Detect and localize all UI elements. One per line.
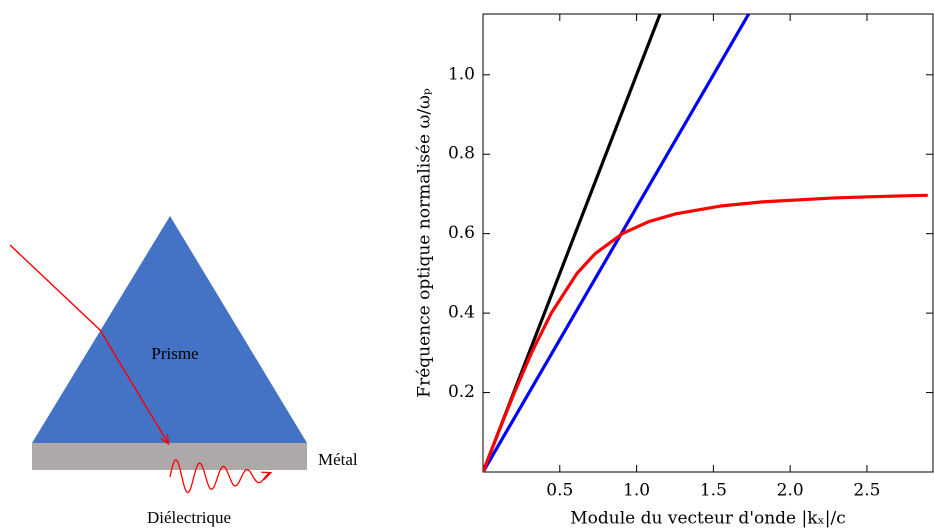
y-axis-label: Fréquence optique normalisée ω/ωₚ [415,88,435,398]
light-ray [9,244,168,443]
x-tick-label: 0.5 [546,481,573,501]
prism [32,216,307,443]
plot-frame [482,13,934,473]
y-tick-label: 0.6 [448,223,475,243]
metal-label: Métal [318,450,358,469]
evanescent-wave [169,459,270,494]
series-line [483,14,751,472]
x-tick-label: 2.5 [853,481,880,501]
x-tick-label: 1.0 [623,481,650,501]
x-axis-label: Module du vecteur d'onde |kₓ|/c [570,509,845,529]
diagram: Prisme Métal Diélectrique [9,216,358,527]
x-tick-label: 1.5 [700,481,727,501]
prism-label: Prisme [151,344,198,363]
chart: Module du vecteur d'onde |kₓ|/c Fréquenc… [415,13,934,529]
dielectric-label: Diélectrique [147,508,231,527]
plot-lines [483,14,928,472]
y-tick-label: 0.8 [448,144,475,164]
y-tick-label: 0.2 [448,382,475,402]
metal-layer [32,443,307,470]
x-tick-label: 2.0 [777,481,804,501]
y-tick-label: 1.0 [448,64,475,84]
y-tick-label: 0.4 [448,303,475,323]
series-line [483,193,928,472]
